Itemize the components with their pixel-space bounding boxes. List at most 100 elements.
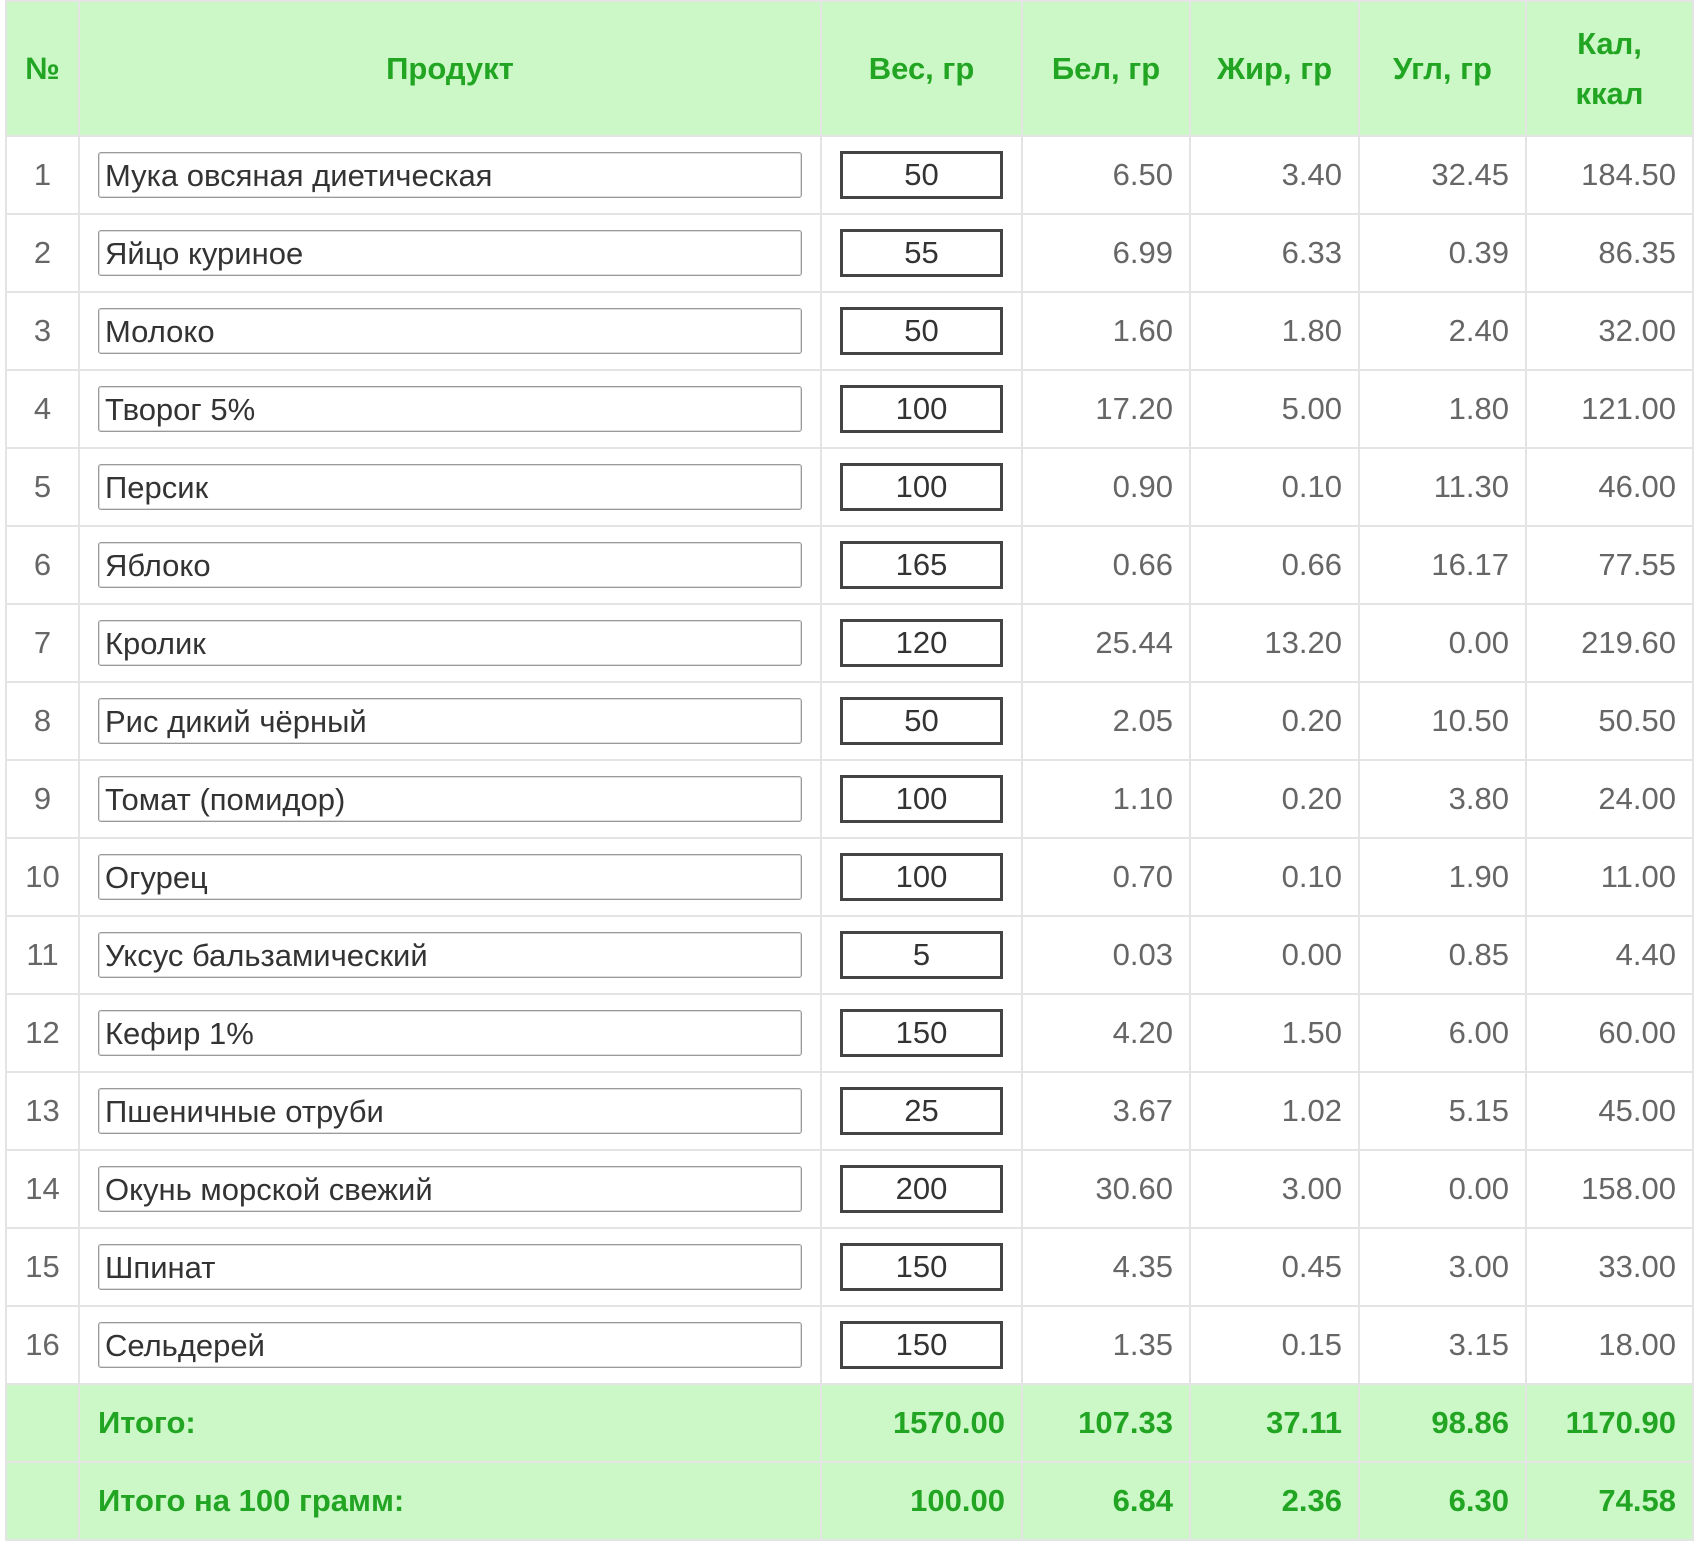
value-cell: 11.30 (1358, 447, 1527, 527)
value-cell: 4.40 (1525, 915, 1694, 995)
weight-input[interactable]: 150 (840, 1243, 1003, 1291)
weight-input[interactable]: 150 (840, 1009, 1003, 1057)
product-input[interactable]: Мука овсяная диетическая (98, 152, 802, 198)
weight-cell: 165 (820, 525, 1023, 605)
weight-input[interactable]: 50 (840, 151, 1003, 199)
value-cell: 0.66 (1021, 525, 1191, 605)
product-input[interactable]: Яйцо куриное (98, 230, 802, 276)
value-cell: 6.00 (1358, 993, 1527, 1073)
table-body: 1 Мука овсяная диетическая 50 6.50 3.40 32.45… (5, 135, 1694, 1541)
total-label: Итого на 100 грамм: (78, 1461, 822, 1541)
row-number: 8 (5, 681, 80, 761)
value-cell: 50.50 (1525, 681, 1694, 761)
product-input[interactable]: Пшеничные отруби (98, 1088, 802, 1134)
row-number: 14 (5, 1149, 80, 1229)
value-cell: 0.39 (1358, 213, 1527, 293)
total-value: 98.86 (1358, 1383, 1527, 1463)
row-number: 15 (5, 1227, 80, 1307)
product-input[interactable]: Творог 5% (98, 386, 802, 432)
value-cell: 6.99 (1021, 213, 1191, 293)
value-cell: 2.05 (1021, 681, 1191, 761)
row-number: 12 (5, 993, 80, 1073)
table-row: 14 Окунь морской свежий 200 30.60 3.00 0.00 15… (5, 1149, 1694, 1229)
value-cell: 45.00 (1525, 1071, 1694, 1151)
row-number: 4 (5, 369, 80, 449)
product-cell: Пшеничные отруби (78, 1071, 822, 1151)
product-input[interactable]: Сельдерей (98, 1322, 802, 1368)
weight-input[interactable]: 100 (840, 775, 1003, 823)
product-cell: Яйцо куриное (78, 213, 822, 293)
product-input[interactable]: Молоко (98, 308, 802, 354)
weight-cell: 100 (820, 447, 1023, 527)
weight-input[interactable]: 100 (840, 853, 1003, 901)
weight-input[interactable]: 100 (840, 385, 1003, 433)
row-number: 2 (5, 213, 80, 293)
value-cell: 0.00 (1189, 915, 1360, 995)
table-row: 2 Яйцо куриное 55 6.99 6.33 0.39 86.35 (5, 213, 1694, 293)
weight-input[interactable]: 150 (840, 1321, 1003, 1369)
product-input[interactable]: Огурец (98, 854, 802, 900)
weight-input[interactable]: 165 (840, 541, 1003, 589)
table-row: 11 Уксус бальзамический 5 0.03 0.00 0.85 4.40 (5, 915, 1694, 995)
value-cell: 121.00 (1525, 369, 1694, 449)
value-cell: 0.66 (1189, 525, 1360, 605)
column-header: Бел, гр (1021, 0, 1191, 137)
table-row: 13 Пшеничные отруби 25 3.67 1.02 5.15 45.00 (5, 1071, 1694, 1151)
total-value: 37.11 (1189, 1383, 1360, 1463)
weight-cell: 120 (820, 603, 1023, 683)
weight-input[interactable]: 50 (840, 307, 1003, 355)
weight-cell: 100 (820, 369, 1023, 449)
product-cell: Кефир 1% (78, 993, 822, 1073)
weight-cell: 150 (820, 1227, 1023, 1307)
value-cell: 25.44 (1021, 603, 1191, 683)
product-input[interactable]: Яблоко (98, 542, 802, 588)
row-number: 16 (5, 1305, 80, 1385)
weight-input[interactable]: 120 (840, 619, 1003, 667)
product-input[interactable]: Кефир 1% (98, 1010, 802, 1056)
weight-input[interactable]: 55 (840, 229, 1003, 277)
product-cell: Шпинат (78, 1227, 822, 1307)
product-cell: Огурец (78, 837, 822, 917)
value-cell: 0.70 (1021, 837, 1191, 917)
value-cell: 3.00 (1189, 1149, 1360, 1229)
product-cell: Окунь морской свежий (78, 1149, 822, 1229)
product-input[interactable]: Окунь морской свежий (98, 1166, 802, 1212)
product-input[interactable]: Персик (98, 464, 802, 510)
product-input[interactable]: Кролик (98, 620, 802, 666)
row-number: 7 (5, 603, 80, 683)
weight-input[interactable]: 50 (840, 697, 1003, 745)
product-input[interactable]: Рис дикий чёрный (98, 698, 802, 744)
weight-input[interactable]: 200 (840, 1165, 1003, 1213)
weight-cell: 100 (820, 837, 1023, 917)
weight-cell: 150 (820, 993, 1023, 1073)
weight-input[interactable]: 100 (840, 463, 1003, 511)
value-cell: 3.15 (1358, 1305, 1527, 1385)
column-header: Кал, ккал (1525, 0, 1694, 137)
row-number: 1 (5, 135, 80, 215)
total-value: 107.33 (1021, 1383, 1191, 1463)
value-cell: 0.10 (1189, 837, 1360, 917)
value-cell: 5.15 (1358, 1071, 1527, 1151)
product-input[interactable]: Томат (помидор) (98, 776, 802, 822)
product-cell: Мука овсяная диетическая (78, 135, 822, 215)
value-cell: 0.15 (1189, 1305, 1360, 1385)
value-cell: 30.60 (1021, 1149, 1191, 1229)
product-input[interactable]: Шпинат (98, 1244, 802, 1290)
value-cell: 0.45 (1189, 1227, 1360, 1307)
value-cell: 1.90 (1358, 837, 1527, 917)
value-cell: 16.17 (1358, 525, 1527, 605)
product-cell: Рис дикий чёрный (78, 681, 822, 761)
row-number: 6 (5, 525, 80, 605)
table-row: 6 Яблоко 165 0.66 0.66 16.17 77.55 (5, 525, 1694, 605)
weight-cell: 100 (820, 759, 1023, 839)
weight-input[interactable]: 25 (840, 1087, 1003, 1135)
weight-input[interactable]: 5 (840, 931, 1003, 979)
value-cell: 0.10 (1189, 447, 1360, 527)
value-cell: 4.20 (1021, 993, 1191, 1073)
value-cell: 11.00 (1525, 837, 1694, 917)
table-row: 8 Рис дикий чёрный 50 2.05 0.20 10.50 50.50 (5, 681, 1694, 761)
row-number: 5 (5, 447, 80, 527)
value-cell: 17.20 (1021, 369, 1191, 449)
product-input[interactable]: Уксус бальзамический (98, 932, 802, 978)
table-row: 4 Творог 5% 100 17.20 5.00 1.80 121.00 (5, 369, 1694, 449)
